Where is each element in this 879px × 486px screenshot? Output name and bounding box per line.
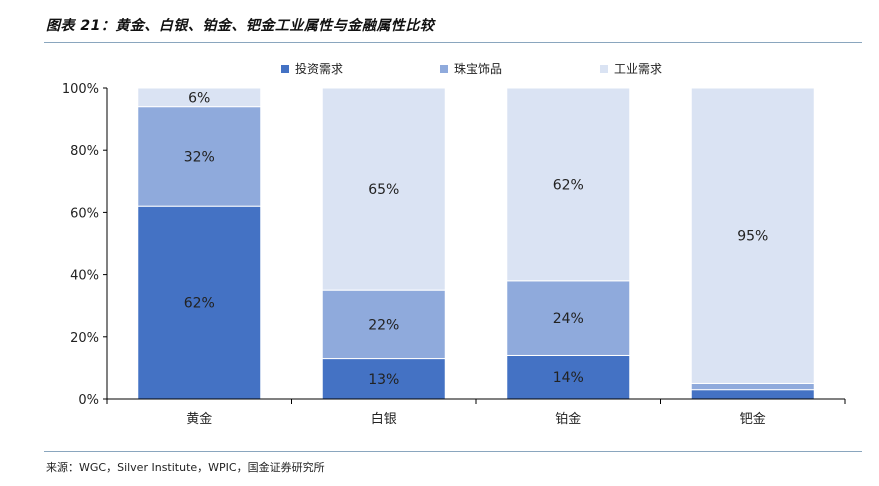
source-rule [44,451,862,452]
y-tick-label: 40% [70,269,99,284]
bar-segment [137,205,262,400]
data-label: 24% [553,311,584,327]
x-tick-label: 铂金 [555,411,581,427]
bar-segment [690,382,815,391]
y-tick-label: 100% [62,82,99,97]
legend-label-2: 工业需求 [614,62,662,76]
source-note: 来源：WGC，Silver Institute，WPIC，国金证券研究所 [46,461,325,474]
bar-segment [506,280,631,356]
data-label: 65% [368,182,399,198]
legend-swatch-2 [600,65,608,73]
data-label: 14% [553,370,584,386]
y-axis: 0% 20% 40% 60% 80% 100% [62,82,108,408]
y-tick-label: 20% [70,331,99,346]
figure-title: 图表 21：黄金、白银、铂金、钯金工业属性与金融属性比较 [46,18,435,34]
data-label: 22% [368,317,399,333]
x-tick-label: 钯金 [740,411,766,427]
bar-segment [690,389,815,400]
data-label: 62% [553,177,584,193]
y-tick-label: 0% [78,393,99,408]
legend-swatch-0 [281,65,289,73]
data-label: 95% [737,229,768,245]
data-label: 32% [184,149,215,165]
bar-segment [137,87,262,108]
x-tick-label: 白银 [371,411,397,427]
bar-segment [506,87,631,282]
data-label: 6% [188,90,210,106]
y-tick-label: 80% [70,144,99,159]
bars: 62% 32% 6% 13% 22% 65% 14% 24% 62% 95% [137,87,815,400]
bar-segment [137,106,262,207]
y-tick-label: 60% [70,206,99,221]
legend-swatch-1 [440,65,448,73]
legend-label-0: 投资需求 [295,61,343,76]
data-label: 13% [368,372,399,388]
bar-segment [690,87,815,384]
legend: 投资需求 珠宝饰品 工业需求 [281,61,662,76]
legend-label-1: 珠宝饰品 [454,62,502,76]
title-rule [44,42,862,43]
data-label: 62% [184,296,215,312]
x-tick-label: 黄金 [186,411,212,427]
bar-segment [321,87,446,291]
x-axis: 黄金 白银 铂金 钯金 [106,398,846,427]
